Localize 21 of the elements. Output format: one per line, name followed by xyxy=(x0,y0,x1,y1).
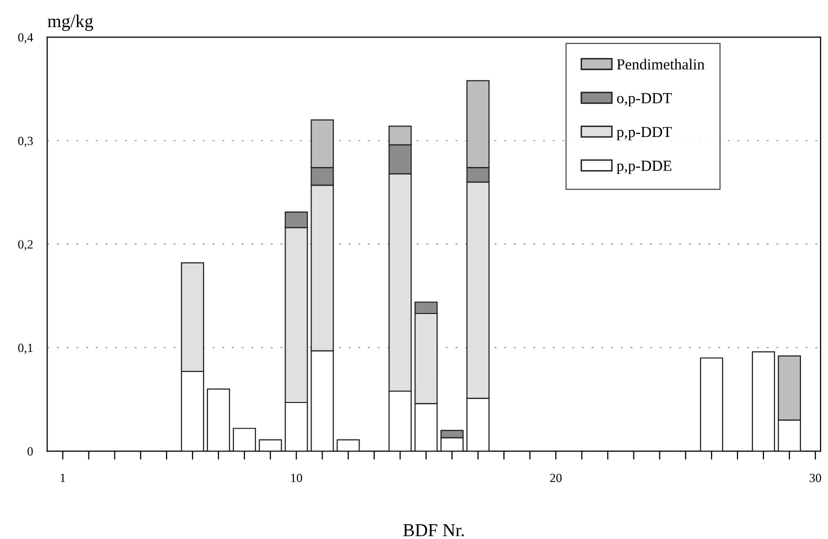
bar xyxy=(206,388,230,452)
y-tick-label: 0,2 xyxy=(18,240,33,250)
x-tick-label: 30 xyxy=(810,474,822,482)
y-axis-title: mg/kg xyxy=(48,14,94,31)
bar xyxy=(700,357,724,452)
y-tick-label: 0,1 xyxy=(18,344,33,354)
legend-label: o,p-DDT xyxy=(617,93,672,106)
bar xyxy=(752,351,776,452)
bar xyxy=(258,439,282,452)
x-axis-title: BDF Nr. xyxy=(403,524,464,536)
y-tick-label: 0,4 xyxy=(18,33,34,44)
bar xyxy=(336,439,360,452)
y-tick-label: 0 xyxy=(28,447,33,456)
x-tick-label: 20 xyxy=(550,474,562,482)
legend-label: p,p-DDE xyxy=(616,160,672,174)
y-tick-label: 0,3 xyxy=(18,136,33,147)
bar xyxy=(232,428,256,452)
legend-label: p,p-DDT xyxy=(616,126,672,140)
x-tick-label: 1 xyxy=(60,474,66,482)
legend-label: Pendimethalin xyxy=(616,58,705,70)
x-tick-label: 10 xyxy=(291,474,302,482)
